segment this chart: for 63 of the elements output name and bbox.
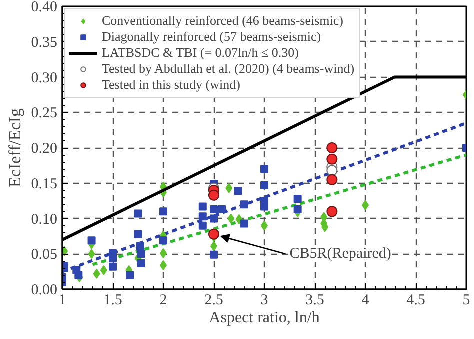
point — [210, 214, 218, 223]
point — [198, 222, 207, 230]
point — [137, 259, 146, 268]
x-tick-label: 3 — [260, 292, 268, 308]
y-tick-label: 0.15 — [31, 176, 58, 192]
point — [134, 230, 142, 238]
point — [260, 165, 268, 174]
point — [260, 181, 268, 190]
y-tick-label: 0.30 — [31, 70, 58, 86]
point — [88, 236, 96, 245]
legend-label: Conventionally reinforced (46 beams-seismic) — [102, 13, 344, 29]
point — [208, 190, 220, 201]
point — [198, 212, 207, 221]
point — [240, 220, 248, 228]
point — [93, 268, 100, 279]
point — [210, 206, 218, 214]
y-tick-label: 0.40 — [31, 0, 58, 16]
point — [326, 206, 338, 218]
x-axis-title: Aspect ratio, ln/h — [209, 310, 320, 326]
point — [134, 210, 142, 218]
y-axis-title: EcIeff/EcIg — [5, 108, 24, 188]
point — [234, 187, 242, 196]
point — [326, 165, 338, 176]
x-tick-label: 3.5 — [306, 292, 324, 308]
legend-label: LATBSDC & TBI (= 0.07ln/h ≤ 0.30) — [102, 45, 299, 61]
x-tick-label: 1 — [58, 292, 66, 308]
point — [198, 202, 207, 211]
point — [109, 262, 117, 271]
y-tick-label: 0.00 — [31, 282, 58, 298]
point — [228, 214, 235, 224]
point — [210, 250, 218, 259]
point — [326, 154, 338, 165]
point — [136, 242, 144, 250]
point — [137, 250, 146, 258]
point — [74, 271, 83, 280]
point — [294, 206, 302, 214]
legend-label: Tested by Abdullah et al. (2020) (4 beams-wind) — [102, 61, 355, 77]
point — [160, 236, 168, 245]
y-tick-label: 0.25 — [31, 106, 58, 122]
x-tick-label: 2.5 — [204, 292, 224, 308]
point — [294, 194, 302, 203]
point — [126, 271, 134, 280]
y-tick-label: 0.35 — [31, 34, 58, 51]
x-tick-label: 5 — [462, 292, 470, 308]
point — [160, 208, 168, 216]
point — [240, 200, 248, 209]
point — [100, 265, 108, 276]
point — [218, 206, 226, 214]
x-tick-label: 2 — [160, 292, 168, 308]
annotation: CB5R(Repaired) — [290, 246, 392, 262]
point — [88, 249, 96, 260]
point — [226, 183, 233, 194]
point — [326, 142, 338, 154]
legend-label: Tested in this study (wind) — [102, 77, 240, 93]
x-tick-label: 4.5 — [406, 292, 426, 308]
y-tick-label: 0.20 — [31, 141, 58, 157]
legend-label: Diagonally reinforced (57 beams-seismic) — [102, 29, 322, 45]
point — [208, 228, 220, 240]
x-tick-label: 4 — [362, 292, 370, 308]
y-tick-label: 0.05 — [31, 247, 58, 264]
x-tick-label: 1.5 — [104, 292, 122, 308]
point — [326, 174, 338, 186]
y-tick-label: 0.10 — [31, 212, 58, 228]
